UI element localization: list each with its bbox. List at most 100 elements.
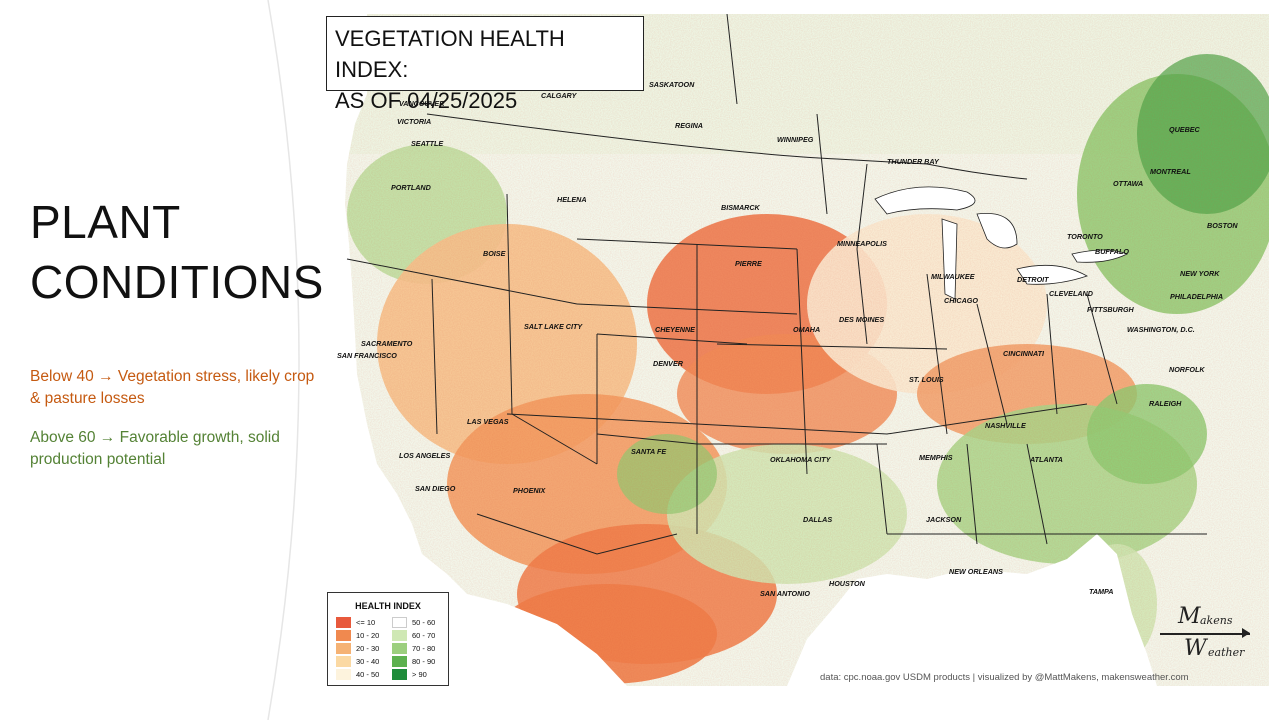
legend-swatch: [336, 643, 351, 654]
map-title-line2: AS OF 04/25/2025: [335, 88, 518, 113]
logo-letter-m: M: [1178, 604, 1201, 629]
city-label: ATLANTA: [1029, 455, 1063, 464]
city-label: ST. LOUIS: [909, 375, 944, 384]
legend-item: 10 - 20: [336, 630, 379, 641]
city-label: SANTA FE: [631, 447, 666, 456]
map-title-line1: VEGETATION HEALTH INDEX:: [335, 26, 565, 82]
city-label: SAN FRANCISCO: [337, 351, 397, 360]
city-label: OKLAHOMA CITY: [770, 455, 832, 464]
legend-swatch: [336, 630, 351, 641]
slide-title-line1: PLANT: [30, 196, 181, 248]
city-label: CLEVELAND: [1049, 289, 1093, 298]
city-label: SAN DIEGO: [415, 484, 456, 493]
city-label: PIERRE: [735, 259, 762, 268]
slide-left-curve: [0, 0, 300, 720]
legend-swatch: [336, 656, 351, 667]
city-label: BISMARCK: [721, 203, 761, 212]
vegetation-health-map: VANCOUVER VICTORIA SEATTLE CALGARY SASKATOON…: [327, 14, 1269, 686]
city-label: NORFOLK: [1169, 365, 1205, 374]
city-label: VANCOUVER: [399, 99, 445, 108]
legend-label: <= 10: [356, 618, 376, 627]
legend-item: 20 - 30: [336, 643, 379, 654]
city-label: QUEBEC: [1169, 125, 1201, 134]
legend-swatch: [392, 630, 407, 641]
city-label: THUNDER BAY: [887, 157, 940, 166]
city-label: SASKATOON: [649, 80, 695, 89]
state-borders: [346, 14, 1207, 555]
legend-item: 40 - 50: [336, 669, 379, 680]
city-label: REGINA: [675, 121, 703, 130]
city-label: DENVER: [653, 359, 684, 368]
city-label: WINNIPEG: [777, 135, 814, 144]
city-label: CINCINNATI: [1003, 349, 1045, 358]
data-credit: data: cpc.noaa.gov USDM products | visua…: [820, 672, 1189, 683]
legend-label: 50 - 60: [412, 618, 436, 627]
city-label: PHILADELPHIA: [1170, 292, 1223, 301]
city-label: PORTLAND: [391, 183, 431, 192]
city-label: PITTSBURGH: [1087, 305, 1135, 314]
legend-label: 20 - 30: [356, 644, 380, 653]
logo-letter-w: W: [1184, 636, 1207, 661]
city-label: MILWAUKEE: [931, 272, 975, 281]
city-label: CHEYENNE: [655, 325, 695, 334]
city-label: WASHINGTON, D.C.: [1127, 325, 1195, 334]
legend-swatch: [336, 669, 351, 680]
legend-label: > 90: [412, 670, 427, 679]
city-label: OMAHA: [793, 325, 820, 334]
city-label: CALGARY: [541, 91, 578, 100]
legend-swatch: [392, 656, 407, 667]
city-label: HELENA: [557, 195, 587, 204]
city-label: BOSTON: [1207, 221, 1238, 230]
city-label: DES MOINES: [839, 315, 884, 324]
legend-swatch: [392, 669, 407, 680]
city-label: TORONTO: [1067, 232, 1103, 241]
health-index-legend: HEALTH INDEX <= 10 10 - 20 20 - 30 30 - 40 4…: [327, 592, 449, 686]
logo-akens: akens: [1200, 614, 1233, 627]
legend-item: 80 - 90: [392, 656, 435, 667]
slide-title-line2: CONDITIONS: [30, 256, 324, 308]
city-label: DALLAS: [803, 515, 832, 524]
city-label: SACRAMENTO: [361, 339, 413, 348]
legend-label: 40 - 50: [356, 670, 380, 679]
city-label: JACKSON: [926, 515, 962, 524]
legend-item: 30 - 40: [336, 656, 379, 667]
great-lakes: [874, 186, 1128, 300]
legend-title: HEALTH INDEX: [355, 601, 421, 611]
legend-item: 70 - 80: [392, 643, 435, 654]
legend-label: 30 - 40: [356, 657, 380, 666]
legend-item: 50 - 60: [392, 617, 435, 628]
city-label: BUFFALO: [1095, 247, 1129, 256]
city-label: DETROIT: [1017, 275, 1049, 284]
city-label: MINNEAPOLIS: [837, 239, 887, 248]
legend-swatch: [392, 617, 407, 628]
legend-label: 10 - 20: [356, 631, 380, 640]
logo-arrow-icon: [1242, 628, 1250, 638]
city-label: VICTORIA: [397, 117, 431, 126]
city-label: MEMPHIS: [919, 453, 953, 462]
makens-weather-logo: M akens W eather: [1160, 604, 1250, 668]
slide-title: PLANT CONDITIONS: [30, 192, 324, 312]
city-label: SALT LAKE CITY: [524, 322, 583, 331]
city-label: NASHVILLE: [985, 421, 1026, 430]
legend-item: <= 10: [336, 617, 375, 628]
legend-swatch: [392, 643, 407, 654]
legend-label: 70 - 80: [412, 644, 436, 653]
city-label: LAS VEGAS: [467, 417, 509, 426]
city-label: PHOENIX: [513, 486, 547, 495]
logo-eather: eather: [1208, 646, 1245, 659]
city-label: SEATTLE: [411, 139, 443, 148]
map-title-box: VEGETATION HEALTH INDEX: AS OF 04/25/202…: [326, 16, 644, 113]
city-label: MONTREAL: [1150, 167, 1191, 176]
legend-label: 80 - 90: [412, 657, 436, 666]
city-label: NEW YORK: [1180, 269, 1220, 278]
legend-item: > 90: [392, 669, 427, 680]
legend-label: 60 - 70: [412, 631, 436, 640]
city-label: NEW ORLEANS: [949, 567, 1003, 576]
city-label: TAMPA: [1089, 587, 1113, 596]
city-label: RALEIGH: [1149, 399, 1182, 408]
legend-item: 60 - 70: [392, 630, 435, 641]
note-above-60: Above 60 → Favorable growth, solid produ…: [30, 429, 280, 468]
legend-swatch: [336, 617, 351, 628]
city-label: CHICAGO: [944, 296, 978, 305]
city-label: SAN ANTONIO: [760, 589, 810, 598]
